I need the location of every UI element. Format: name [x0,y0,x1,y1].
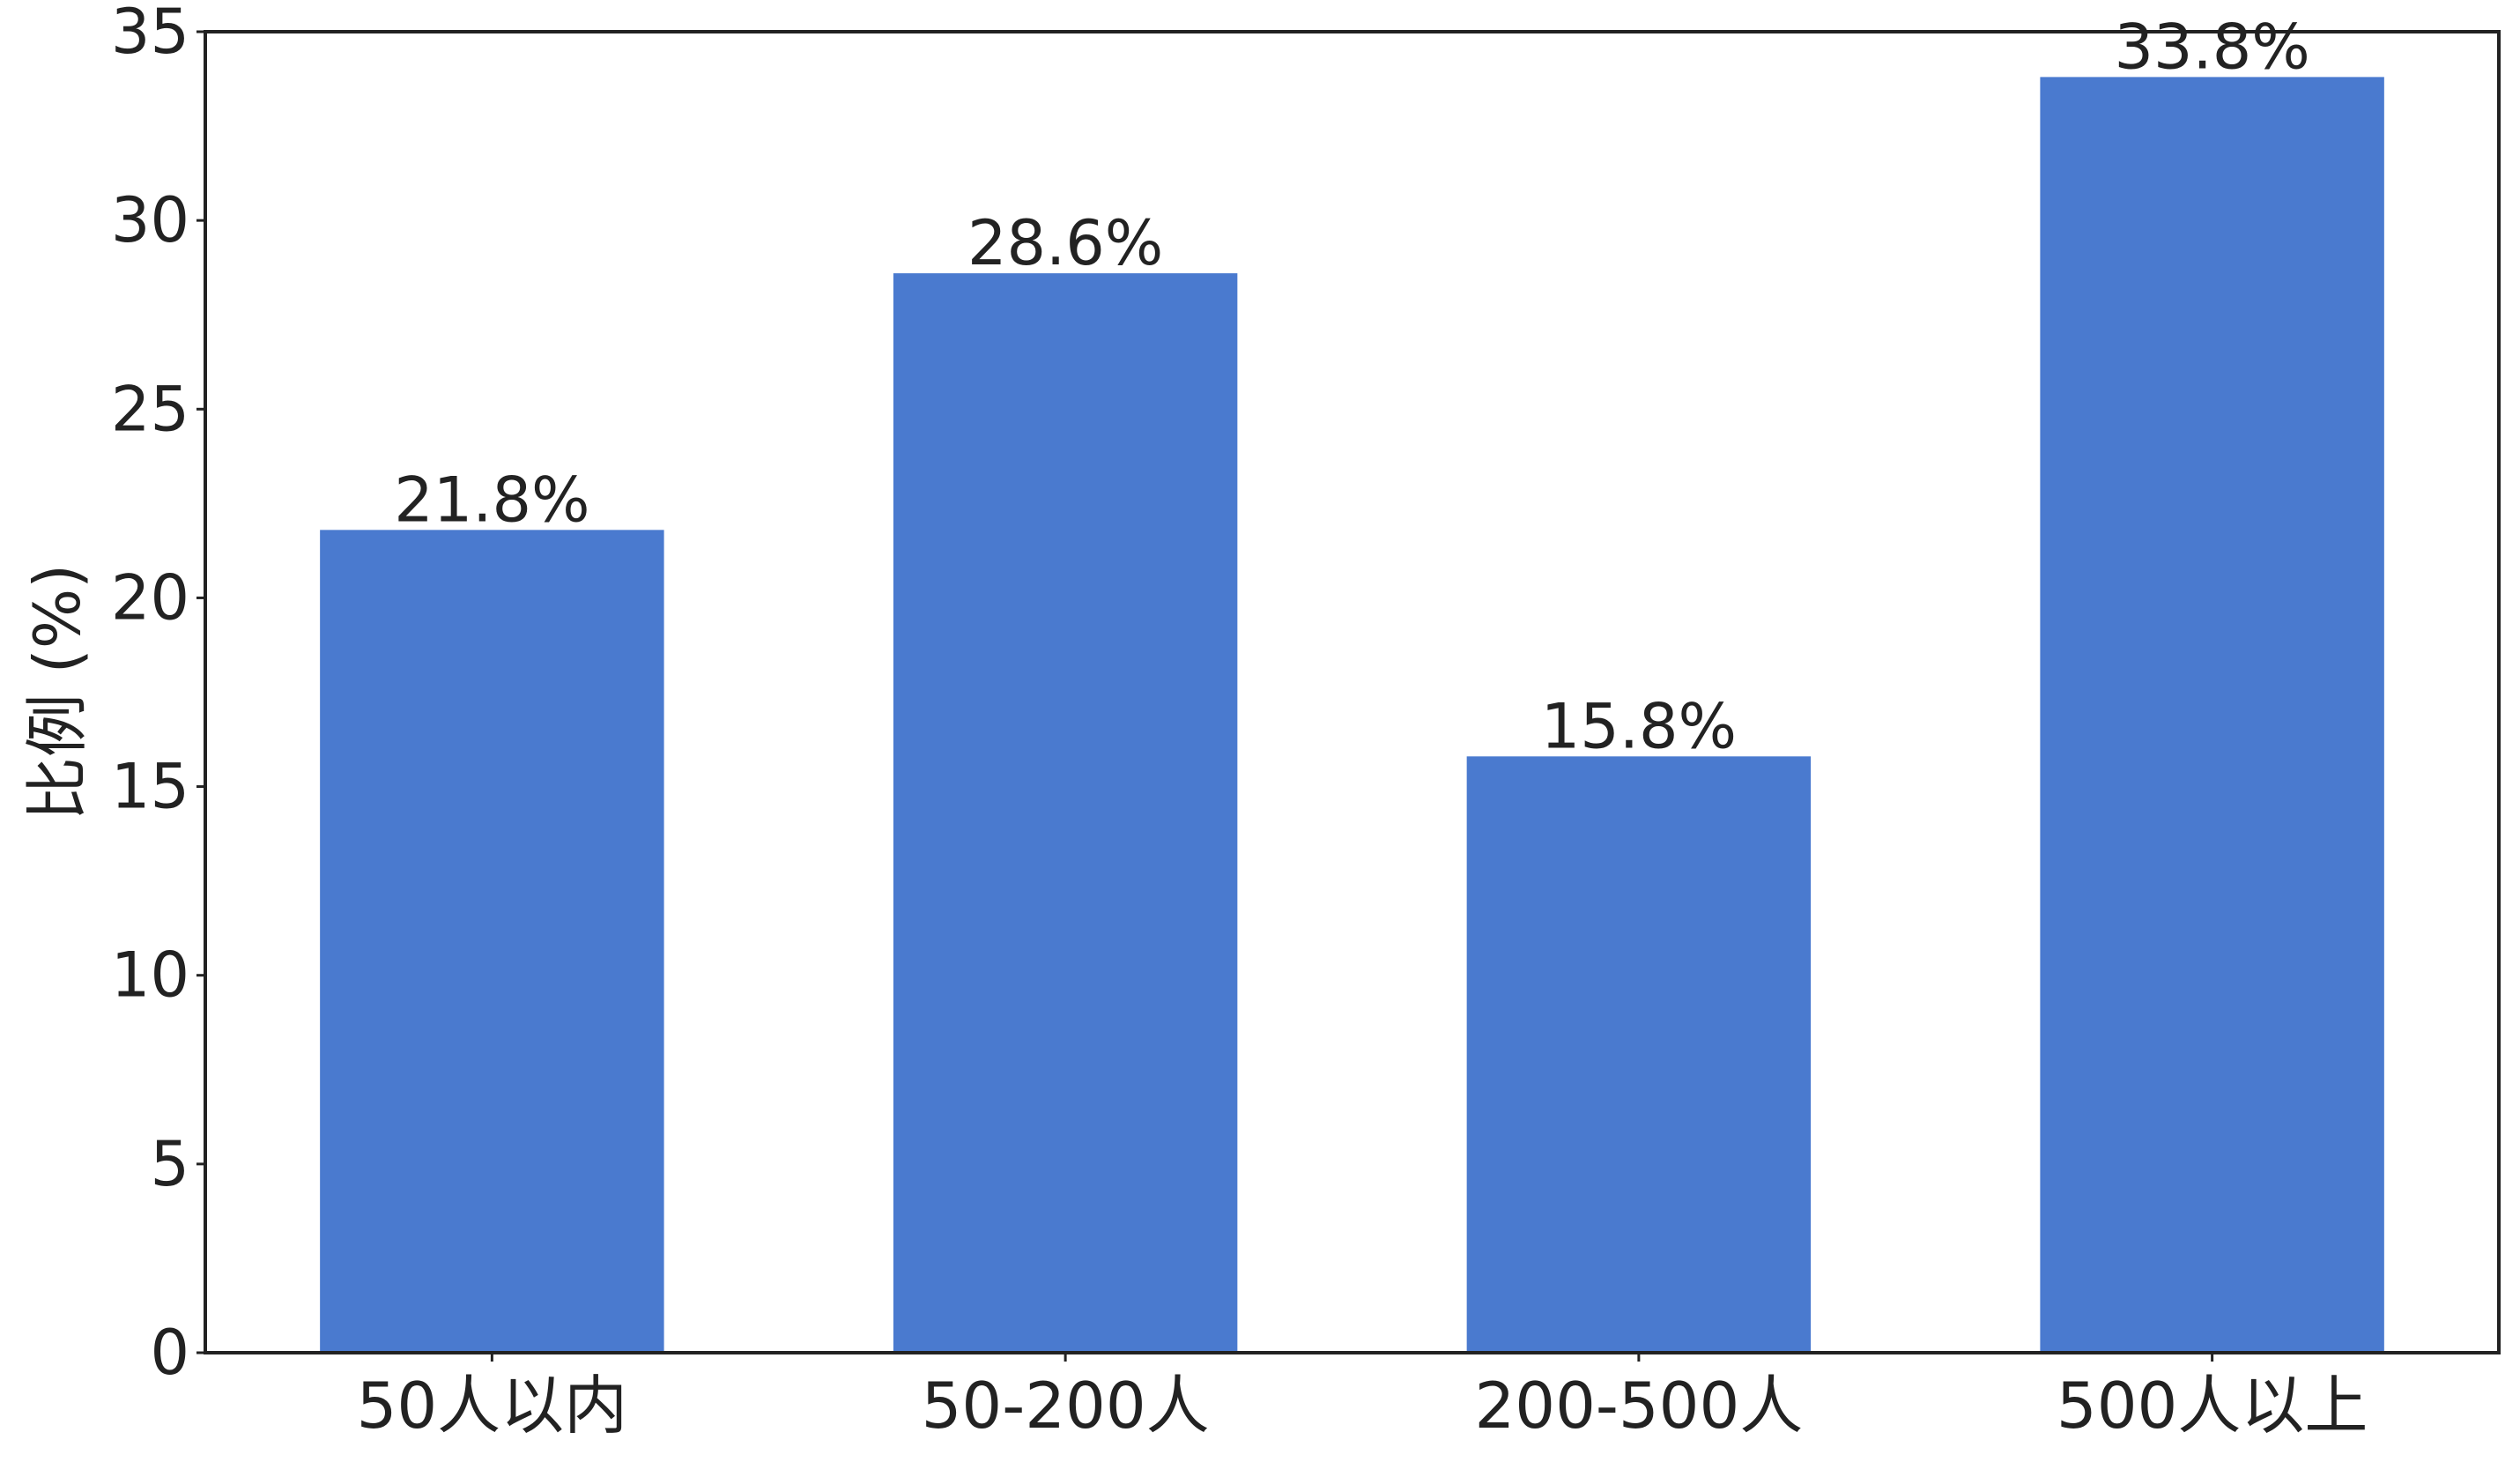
bar-2 [1466,756,1812,1353]
y-tick-label-4: 20 [111,561,189,634]
data-labels-group: 21.8% 28.6% 15.8% 33.8% [394,11,2310,762]
data-label-0: 21.8% [394,464,589,536]
bar-0 [320,530,664,1353]
y-tick-label-6: 30 [111,184,189,256]
y-tick-label-0: 0 [150,1317,189,1389]
x-tick-label-1: 50-200人 [922,1369,1210,1443]
bars-group [320,77,2384,1354]
bar-1 [893,273,1238,1354]
plot-frame [204,30,2501,1354]
x-tick-label-3: 500人以上 [2057,1369,2368,1443]
x-axis-ticks: 50人以内 50-200人 200-500人 500人以上 [357,1353,2368,1443]
y-axis-ticks: 0 5 10 15 20 25 30 35 [111,0,205,1389]
y-tick-label-2: 10 [111,939,189,1012]
data-label-1: 28.6% [967,207,1163,279]
bar-3 [2040,77,2384,1353]
y-tick-label-1: 5 [150,1128,189,1200]
y-tick-label-5: 25 [111,373,189,445]
x-tick-label-2: 200-500人 [1474,1369,1803,1443]
x-tick-label-0: 50人以内 [357,1369,628,1443]
data-label-2: 15.8% [1541,690,1737,762]
y-tick-label-3: 15 [111,751,189,823]
y-tick-label-7: 35 [111,0,189,68]
data-label-3: 33.8% [2114,11,2309,83]
y-axis-label: 比例 (%) [20,564,94,820]
